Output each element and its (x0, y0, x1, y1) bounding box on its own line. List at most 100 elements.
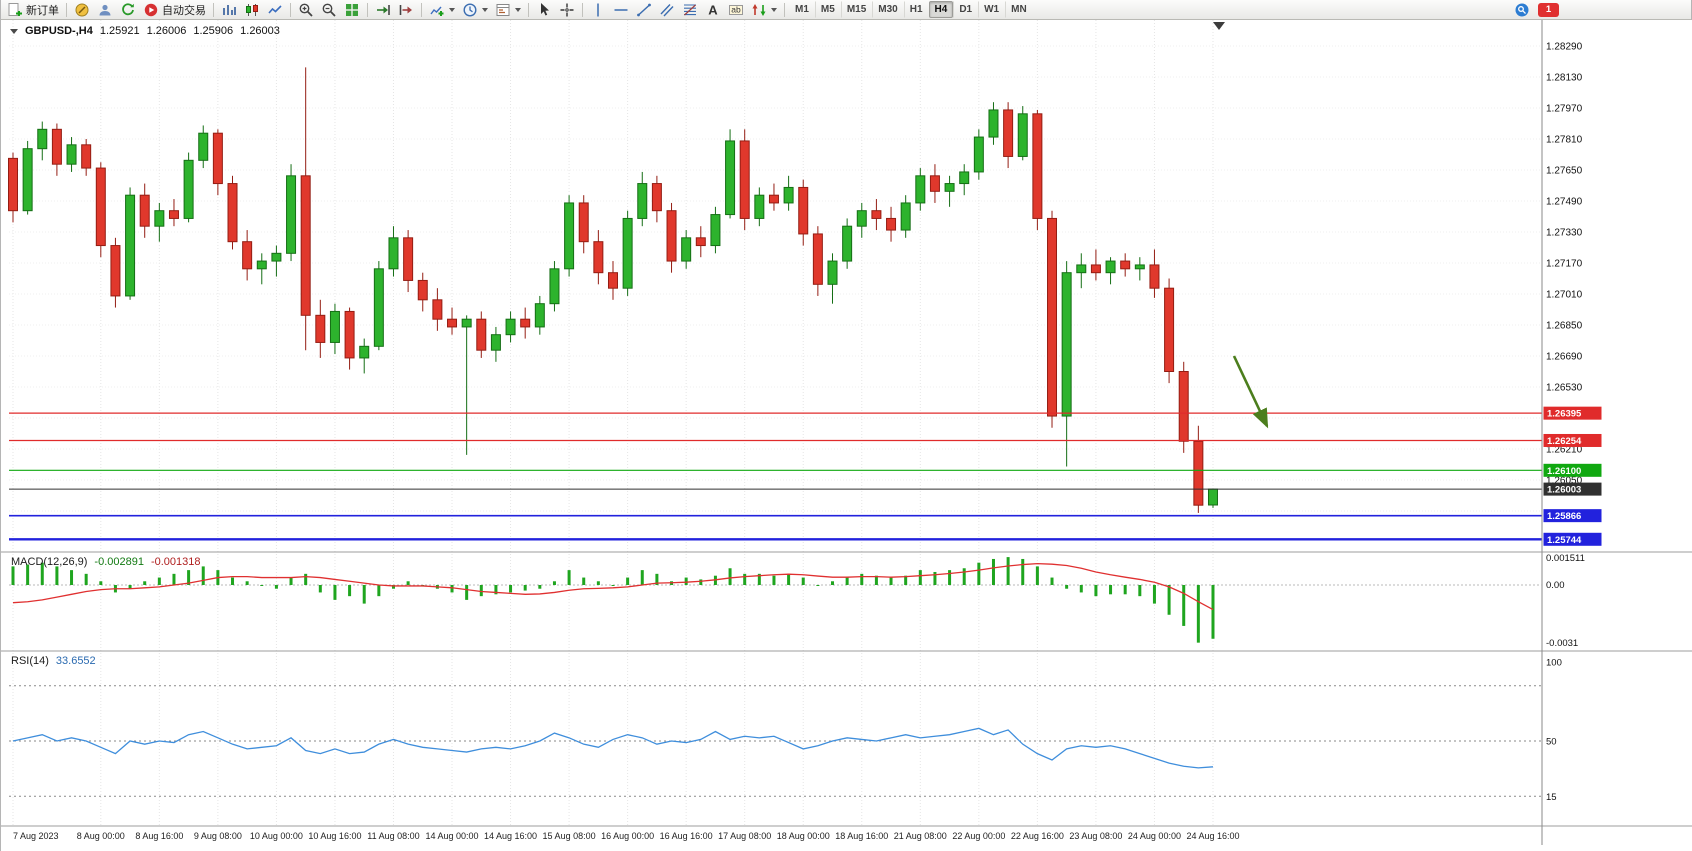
svg-text:24 Aug 16:00: 24 Aug 16:00 (1186, 831, 1239, 841)
chart-window: MACD(12,26,9) -0.002891 -0.001318 RSI(14) 33… (1, 20, 1692, 851)
arrows-icon (751, 2, 767, 18)
down-arrow-annotation[interactable] (1232, 355, 1269, 429)
text-label-icon: ab (728, 2, 744, 18)
toolbar-separator (582, 2, 583, 17)
profile-button[interactable] (94, 1, 116, 18)
chart-header: GBPUSD-,H4 1.25921 1.26006 1.25906 1.260… (10, 25, 280, 37)
chart-shift-icon (398, 2, 414, 18)
svg-text:1.26254: 1.26254 (1547, 436, 1582, 447)
svg-text:1.27330: 1.27330 (1546, 228, 1583, 239)
svg-text:1.27490: 1.27490 (1546, 197, 1583, 208)
ohlc-low: 1.25906 (193, 25, 234, 37)
sync-icon (120, 2, 136, 18)
svg-text:11 Aug 08:00: 11 Aug 08:00 (367, 831, 419, 841)
auto-trading-button[interactable]: 自动交易 (140, 1, 209, 18)
line-chart-button[interactable] (264, 1, 286, 18)
rsi-scale: 100 50 15 (1546, 658, 1562, 803)
price-level-label: 1.26254 (1543, 433, 1602, 447)
search-button[interactable] (1511, 1, 1533, 18)
templates-icon (495, 2, 511, 18)
auto-scroll-button[interactable] (372, 1, 394, 18)
notification-badge[interactable]: 1 (1538, 2, 1559, 17)
chart-shift-button[interactable] (395, 1, 417, 18)
svg-text:1.26003: 1.26003 (1547, 485, 1581, 496)
fibonacci-button[interactable] (679, 1, 701, 18)
trendline-button[interactable] (633, 1, 655, 18)
price-level-label: 1.25866 (1543, 509, 1602, 523)
macd-signal-line (12, 562, 1214, 611)
fibonacci-icon (682, 2, 698, 18)
text-label-button[interactable]: ab (725, 1, 747, 18)
chart-canvas[interactable]: MACD(12,26,9) -0.002891 -0.001318 RSI(14) 33… (1, 20, 1692, 851)
ohlc-open: 1.25921 (99, 25, 140, 37)
svg-text:1.25866: 1.25866 (1547, 511, 1581, 522)
arrows-button[interactable] (748, 1, 780, 18)
svg-text:100: 100 (1546, 658, 1562, 669)
chart-shift-marker[interactable] (1213, 22, 1225, 30)
timeframe-m5[interactable]: M5 (814, 1, 841, 18)
timeframe-h4[interactable]: H4 (928, 1, 954, 18)
zoom-in-button[interactable] (295, 1, 317, 18)
svg-text:1.26395: 1.26395 (1547, 409, 1582, 420)
timeframe-mn[interactable]: MN (1005, 1, 1033, 18)
candlestick-chart-icon (244, 2, 260, 18)
timeframe-d1[interactable]: D1 (953, 1, 978, 18)
horizontal-line-button[interactable] (610, 1, 632, 18)
periods-button[interactable] (459, 1, 491, 18)
cursor-button[interactable] (533, 1, 555, 18)
search-icon (1514, 2, 1530, 18)
toolbar-separator (421, 2, 422, 17)
price-axis[interactable]: 1.28290 1.28130 1.27970 1.27810 1.27650 1.274… (1546, 42, 1583, 487)
cursor-icon (536, 2, 552, 18)
profile-icon (97, 2, 113, 18)
time-axis[interactable]: 7 Aug 2023 8 Aug 00:00 8 Aug 16:00 9 Aug 08… (13, 831, 1240, 841)
timeframe-m15[interactable]: M15 (840, 1, 872, 18)
svg-text:1.26050: 1.26050 (1546, 476, 1583, 487)
chart-symbol-title: GBPUSD-,H4 (25, 25, 93, 37)
ohlc-close: 1.26003 (240, 25, 280, 37)
zoom-in-icon (298, 2, 314, 18)
candlestick-chart-button[interactable] (241, 1, 263, 18)
auto-scroll-icon (375, 2, 391, 18)
bar-chart-button[interactable] (218, 1, 240, 18)
channel-button[interactable] (656, 1, 678, 18)
templates-button[interactable] (492, 1, 524, 18)
svg-text:1.28130: 1.28130 (1546, 73, 1583, 84)
toolbar-separator (784, 2, 785, 17)
svg-text:16 Aug 00:00: 16 Aug 00:00 (601, 831, 654, 841)
svg-text:14 Aug 00:00: 14 Aug 00:00 (425, 831, 478, 841)
svg-text:0.001511: 0.001511 (1546, 553, 1585, 564)
sync-button[interactable] (117, 1, 139, 18)
rsi-pane (9, 685, 1542, 797)
horizontal-line-icon (613, 2, 629, 18)
tile-windows-button[interactable] (341, 1, 363, 18)
indicators-button[interactable] (426, 1, 458, 18)
svg-text:17 Aug 08:00: 17 Aug 08:00 (718, 831, 771, 841)
svg-text:21 Aug 08:00: 21 Aug 08:00 (894, 831, 947, 841)
toolbar-separator (528, 2, 529, 17)
timeframe-m1[interactable]: M1 (789, 1, 815, 18)
timeframe-w1[interactable]: W1 (978, 1, 1005, 18)
auto-trading-icon (143, 2, 159, 18)
new-order-button[interactable]: 新订单 (4, 1, 62, 18)
svg-text:1.27810: 1.27810 (1546, 135, 1583, 146)
svg-text:14 Aug 16:00: 14 Aug 16:00 (484, 831, 537, 841)
crosshair-button[interactable] (556, 1, 578, 18)
compass-button[interactable] (71, 1, 93, 18)
crosshair-icon (559, 2, 575, 18)
bar-chart-icon (221, 2, 237, 18)
svg-text:8 Aug 00:00: 8 Aug 00:00 (77, 831, 125, 841)
vertical-line-button[interactable] (587, 1, 609, 18)
toolbar-separator (66, 2, 67, 17)
zoom-out-icon (321, 2, 337, 18)
zoom-out-button[interactable] (318, 1, 340, 18)
svg-text:1.26850: 1.26850 (1546, 321, 1583, 332)
timeframe-h1[interactable]: H1 (903, 1, 929, 18)
one-click-trading-toggle[interactable] (10, 28, 18, 34)
timeframe-m30[interactable]: M30 (872, 1, 903, 18)
toolbar-separator (213, 2, 214, 17)
timeframe-group: M1 M5 M15 M30 H1 H4 D1 W1 MN (789, 1, 1033, 18)
text-button[interactable]: A (702, 1, 724, 18)
